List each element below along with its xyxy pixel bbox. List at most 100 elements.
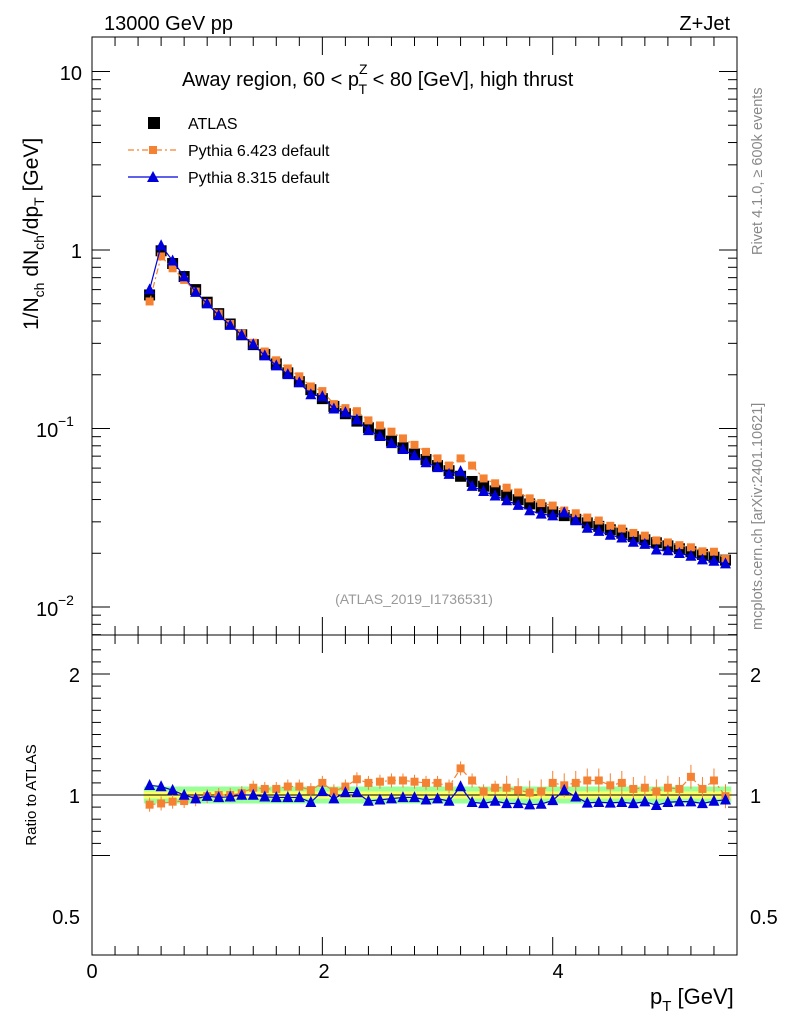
pythia6-point: [537, 499, 546, 508]
pythia8-point: [144, 283, 156, 295]
main-panel: 10 1 10 −1 10 −2 1/Nch dNch/dpT [GeV] Aw…: [20, 36, 738, 636]
ratio-pythia8-point: [616, 795, 628, 807]
ratio-pythia6-point: [410, 777, 419, 786]
ratio-pythia6-point: [571, 778, 580, 787]
atlas-point: [455, 470, 467, 482]
pythia6-point: [479, 474, 488, 483]
ratio-pythia6-point: [168, 797, 177, 806]
ratio-pythia8-point: [662, 795, 674, 807]
ratio-pythia6-point: [398, 776, 407, 785]
pythia8-point: [478, 484, 490, 496]
ratio-pythia8-point: [708, 794, 720, 806]
pythia8-point: [167, 254, 179, 266]
ratio-pythia6-point: [617, 778, 626, 787]
header-right: Z+Jet: [679, 13, 730, 35]
pythia6-point: [456, 454, 465, 463]
pythia8-point: [339, 406, 351, 418]
pythia6-point: [157, 252, 166, 261]
ratio-pythia6-point: [548, 778, 557, 787]
legend-pythia6-label: Pythia 6.423 default: [188, 143, 330, 160]
pythia8-point: [397, 442, 409, 454]
ratio-pythia8-point: [144, 779, 156, 791]
pythia6-point: [398, 434, 407, 443]
ratio-pythia6-point: [537, 787, 546, 796]
ratio-pythia8-point: [305, 795, 317, 807]
pythia6-point: [352, 407, 361, 416]
ratio-pythia6-point: [364, 778, 373, 787]
ratio-pythia8-point: [420, 793, 432, 805]
pythia6-point: [468, 461, 477, 470]
ratio-panel: 2 1 0.5 2 1 0.5 Ratio to ATLAS 0 2 4 pT …: [23, 634, 778, 1015]
pythia8-point: [293, 376, 305, 388]
main-axis-ticks: [91, 37, 738, 636]
pythia8-point: [639, 537, 651, 549]
pythia8-point: [316, 390, 328, 402]
ytick-label-0.1: 10 −1: [36, 413, 74, 442]
ratio-pythia6-point: [433, 778, 442, 787]
legend-atlas-marker: [148, 117, 160, 129]
ratio-pythia6-point: [698, 784, 707, 793]
ratio-pythia8-point: [466, 795, 478, 807]
ratio-pythia8-point: [443, 794, 455, 806]
ratio-pythia8-point: [719, 793, 731, 805]
pythia8-point: [593, 524, 605, 536]
ratio-pythia6-point: [295, 782, 304, 791]
pythia8-point: [662, 544, 674, 556]
ratio-pythia8-point: [673, 795, 685, 807]
xtick-4: 4: [552, 961, 563, 983]
ratio-pythia8-point: [224, 790, 236, 802]
ytick-label-0.1-base: 10: [36, 420, 58, 442]
pythia6-point: [617, 524, 626, 533]
ratio-pythia6-point: [594, 776, 603, 785]
pythia8-point: [466, 479, 478, 491]
pythia6-line: [149, 255, 726, 560]
ratio-pythia6-point: [306, 786, 315, 795]
pythia6-point: [663, 538, 672, 547]
ratio-pythia8-point: [190, 792, 202, 804]
header-left: 13000 GeV pp: [104, 13, 233, 35]
ytick-label-10: 10: [60, 63, 82, 85]
ratio-pythia8-point: [478, 797, 490, 809]
ratio-pythia8-point: [351, 786, 363, 798]
ratio-pythia8-point: [178, 788, 190, 800]
ratio-ytick-1-right: 1: [750, 786, 761, 808]
pythia8-point: [455, 465, 467, 477]
ratio-pythia8-point: [593, 795, 605, 807]
pythia6-point: [525, 494, 534, 503]
ratio-pythia6-point: [352, 775, 361, 784]
ratio-pythia8-point: [167, 783, 179, 795]
legend-pythia8-marker: [147, 171, 159, 182]
ratio-pythia6-point: [375, 777, 384, 786]
pythia6-point: [548, 501, 557, 510]
pythia8-point: [328, 402, 340, 414]
ratio-pythia8-point: [201, 789, 213, 801]
ratio-pythia6-point: [456, 764, 465, 773]
ratio-ylabel: Ratio to ATLAS: [23, 744, 40, 845]
pythia8-point: [616, 531, 628, 543]
ratio-pythia8-point: [432, 792, 444, 804]
ratio-pythia8-point: [328, 792, 340, 804]
ratio-pythia8-point: [455, 780, 467, 792]
pythia8-point: [673, 546, 685, 558]
ratio-pythia6-point: [652, 787, 661, 796]
ratio-pythia6-point: [640, 783, 649, 792]
ratio-pythia6-point: [663, 783, 672, 792]
ratio-pythia8-point: [247, 788, 259, 800]
pythia8-point: [247, 338, 259, 350]
pythia6-point: [709, 547, 718, 556]
ratio-pythia6-point: [422, 778, 431, 787]
pythia6-point: [145, 297, 154, 306]
pythia8-point: [708, 554, 720, 566]
ratio-pythia8-point: [524, 798, 536, 810]
ratio-ytick-0.5-left: 0.5: [52, 907, 80, 929]
ratio-pythia6-point: [260, 784, 269, 793]
ratio-pythia8-point: [558, 783, 570, 795]
ratio-pythia8-point: [397, 791, 409, 803]
ratio-ytick-2-left: 2: [69, 665, 80, 687]
ratio-pythia6-point: [629, 784, 638, 793]
ratio-pythia6-point: [491, 783, 500, 792]
ratio-pythia8-point: [489, 794, 501, 806]
pythia6-point: [652, 536, 661, 545]
ratio-pythia6-point: [329, 787, 338, 796]
atlas-point: [524, 498, 536, 510]
